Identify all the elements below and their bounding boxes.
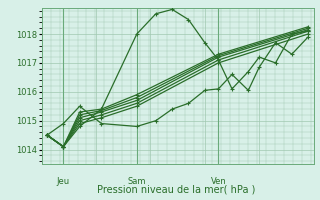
Text: Ven: Ven: [211, 177, 226, 186]
Text: Jeu: Jeu: [57, 177, 70, 186]
Text: Sam: Sam: [128, 177, 146, 186]
Text: Pression niveau de la mer( hPa ): Pression niveau de la mer( hPa ): [97, 184, 255, 194]
